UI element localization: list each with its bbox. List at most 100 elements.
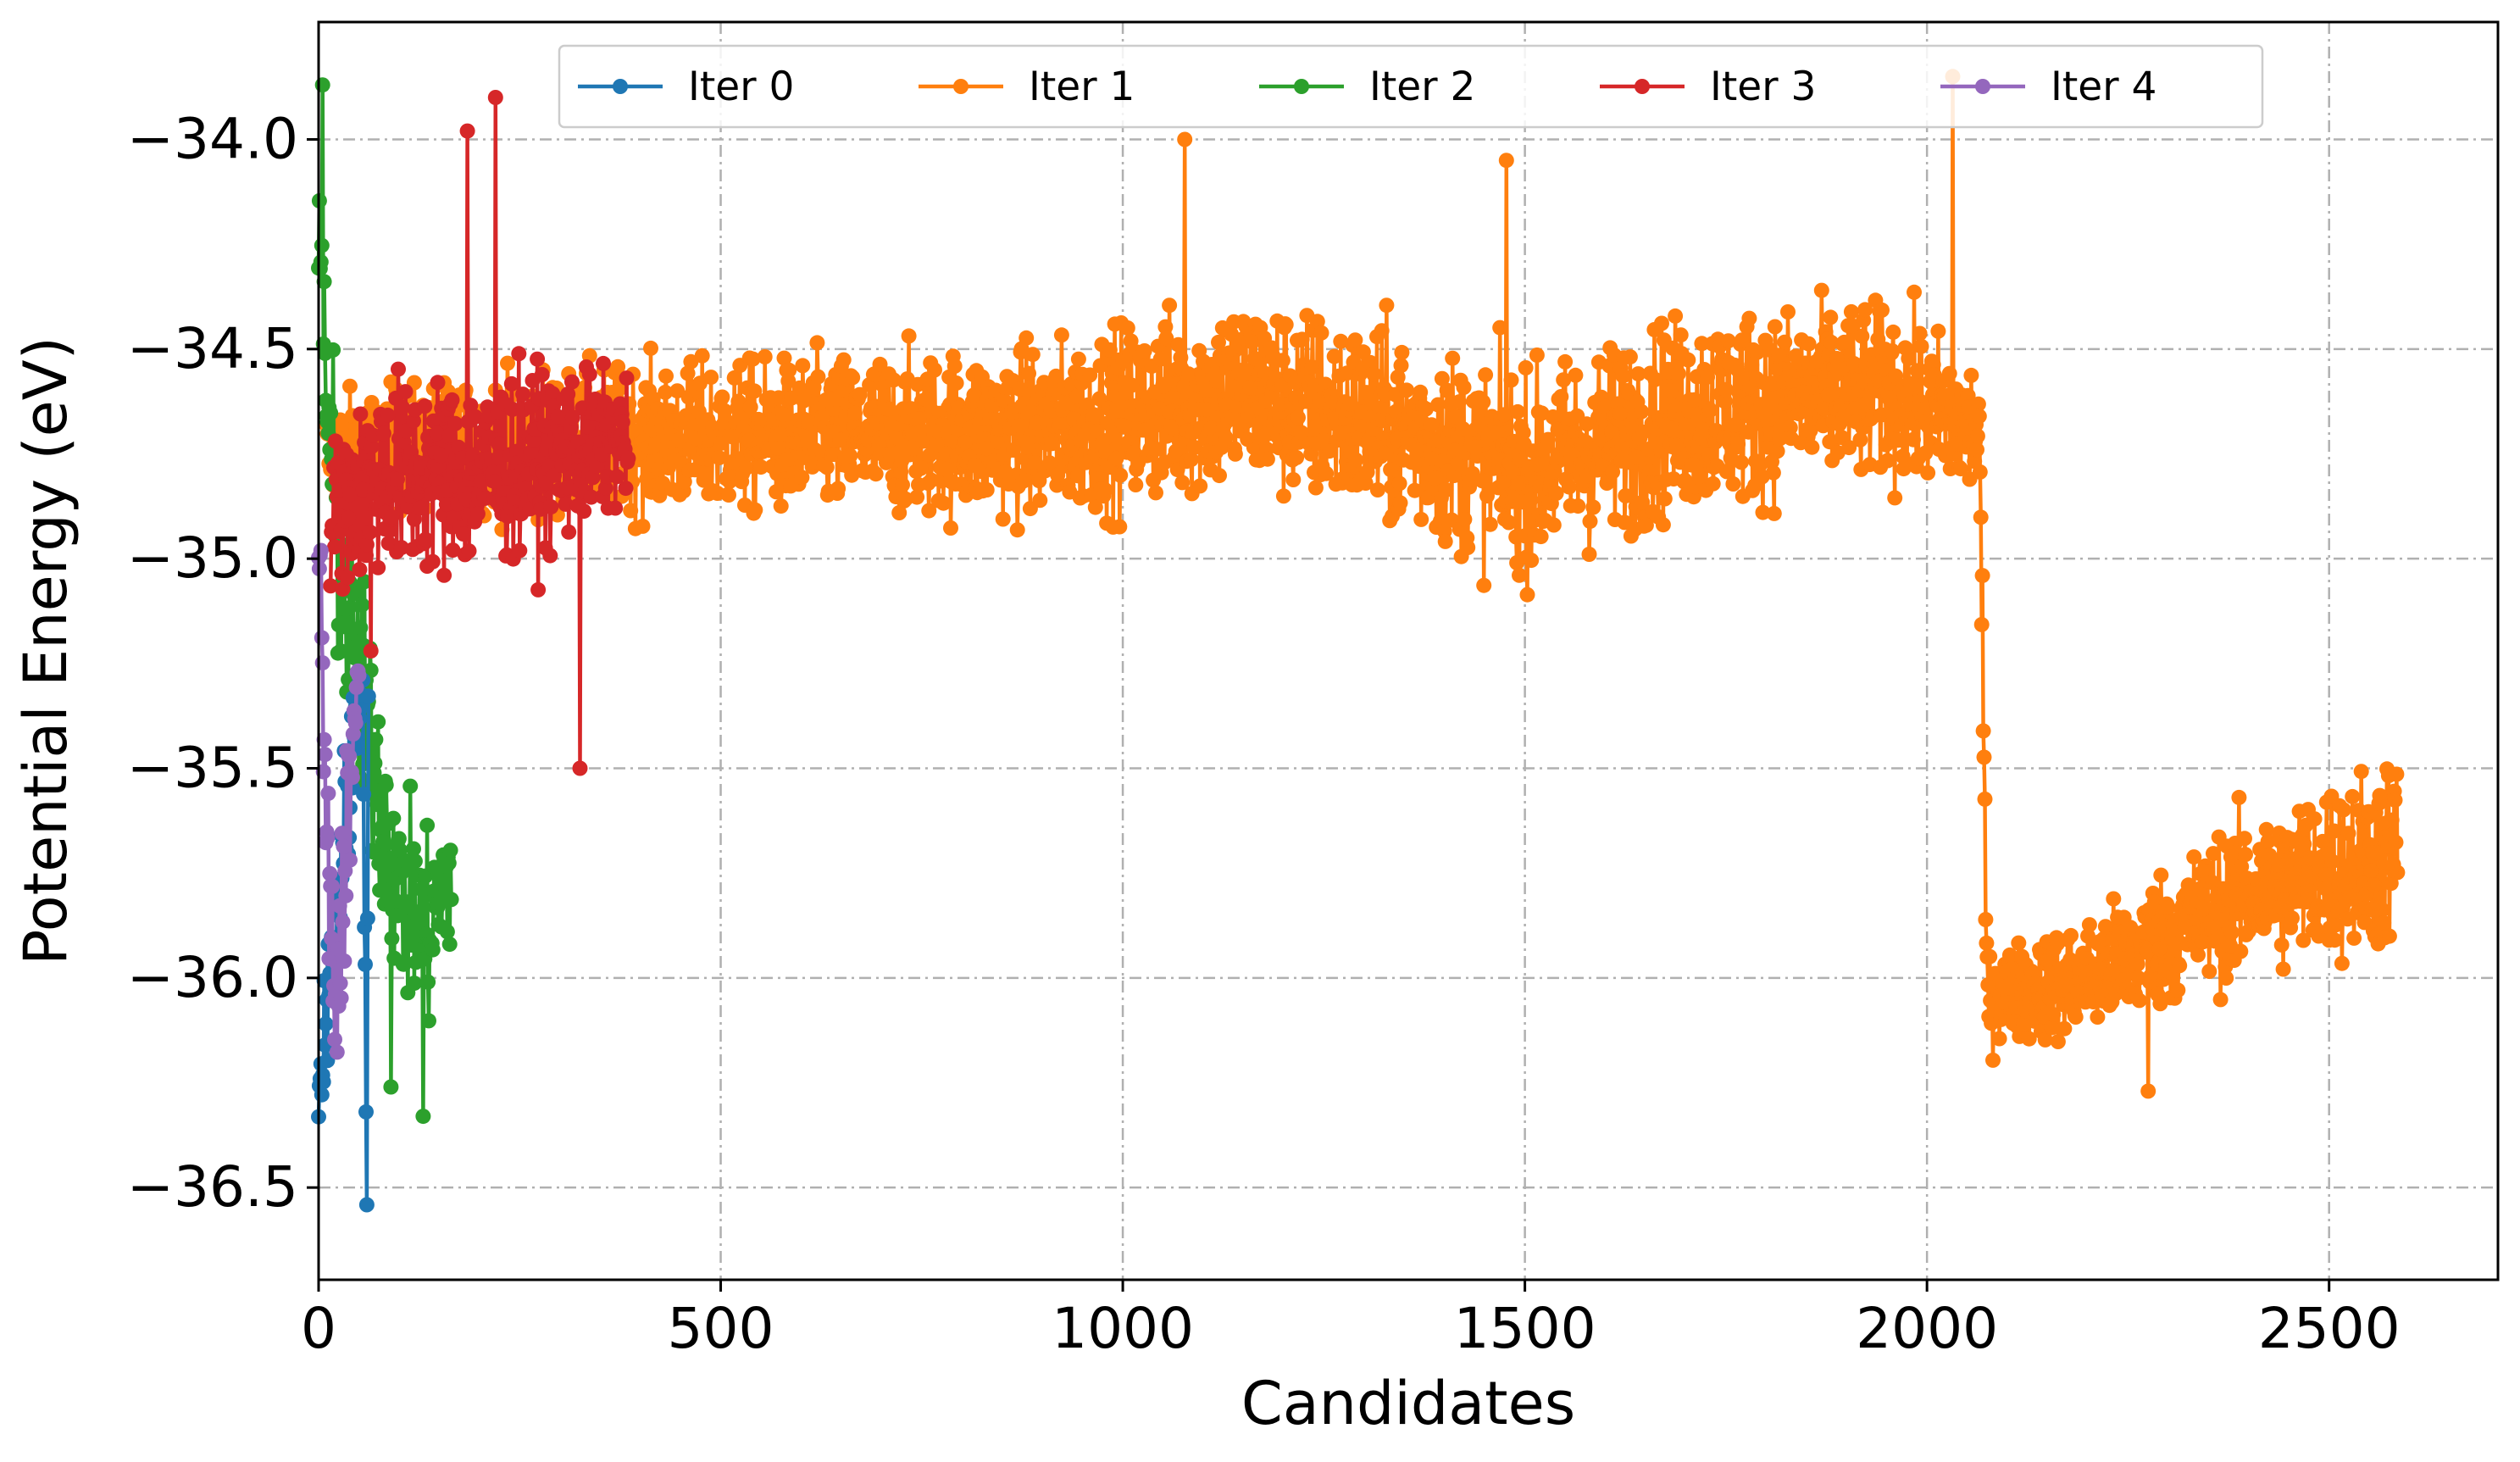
data-point [1379,297,1395,314]
data-point [1582,514,1598,530]
data-point [1523,492,1539,508]
data-point [995,511,1011,527]
data-point [810,369,826,385]
data-point [1246,351,1263,367]
data-point [596,355,611,371]
data-point [348,680,364,695]
data-point [1540,431,1557,447]
data-point [2237,831,2252,847]
data-point [1091,391,1107,407]
data-point [745,351,761,367]
data-point [913,460,929,476]
data-point [396,956,412,972]
data-point [1518,360,1534,375]
data-point [1347,332,1363,348]
data-point [342,486,358,503]
data-point [773,498,789,514]
data-point [561,524,577,540]
data-point [1211,334,1226,350]
data-point [772,426,788,442]
data-point [1399,382,1415,398]
data-point [1969,442,1984,458]
data-point [2213,912,2229,928]
data-point [2080,928,2095,944]
data-point [359,910,375,926]
data-point [996,392,1012,409]
data-point [872,356,888,372]
data-point [583,489,599,505]
data-point [1718,381,1734,397]
data-point [455,526,471,542]
data-point [1009,522,1025,538]
data-point [1434,370,1450,386]
legend-label: Iter 2 [1369,64,1475,110]
data-point [1975,723,1991,739]
data-point [1561,479,1577,495]
data-point [1212,468,1227,484]
data-point [620,450,636,466]
data-point [1729,361,1746,377]
data-point [990,434,1005,450]
data-point [2345,788,2361,804]
data-point [680,365,696,381]
data-point [1158,331,1174,347]
data-point [390,471,405,487]
data-point [1332,425,1348,442]
data-point [543,499,559,515]
data-point [357,574,373,590]
data-point [1913,338,1929,354]
x-axis-ticks: 0 500 1000 1500 2000 2500 [301,1280,2401,1361]
data-point [564,374,580,390]
data-point [1581,547,1597,562]
data-point [891,505,908,520]
data-point [781,362,797,378]
data-point [2151,941,2168,957]
x-tick-label: 2000 [1856,1296,1998,1361]
data-point [445,542,461,559]
data-point [1082,367,1098,383]
data-point [2153,867,2169,883]
data-point [1446,468,1463,483]
data-point [560,386,576,402]
data-point [1519,586,1535,603]
data-point [714,389,730,405]
data-point [726,370,742,386]
data-point [769,440,785,456]
data-point [384,509,400,525]
data-point [463,397,479,414]
data-point [1741,310,1757,326]
data-point [909,489,925,505]
data-point [1390,370,1406,385]
data-point [1991,1031,2007,1047]
data-point [503,375,519,392]
data-point [1823,309,1839,325]
data-point [809,335,825,351]
data-point [443,892,459,908]
data-point [1227,446,1243,462]
data-point [1953,461,1968,477]
data-point [368,731,384,748]
data-point [1348,452,1364,468]
data-point [512,542,528,559]
data-point [1734,332,1750,348]
data-point [1355,344,1371,360]
data-point [2284,910,2300,926]
data-point [2233,943,2249,959]
data-point [360,688,376,704]
data-point [1841,440,1857,456]
x-tick-label: 2500 [2258,1296,2401,1361]
data-point [2212,992,2229,1008]
data-point [486,474,502,490]
data-point [341,600,358,616]
data-point [614,414,630,431]
data-point [1369,482,1385,498]
data-point [619,370,635,386]
data-point [1457,511,1473,527]
data-point [2143,968,2158,984]
data-point [794,470,810,486]
data-point [406,976,422,992]
data-point [347,715,364,731]
data-point [1097,482,1113,498]
data-point [369,797,386,813]
data-point [919,392,935,408]
